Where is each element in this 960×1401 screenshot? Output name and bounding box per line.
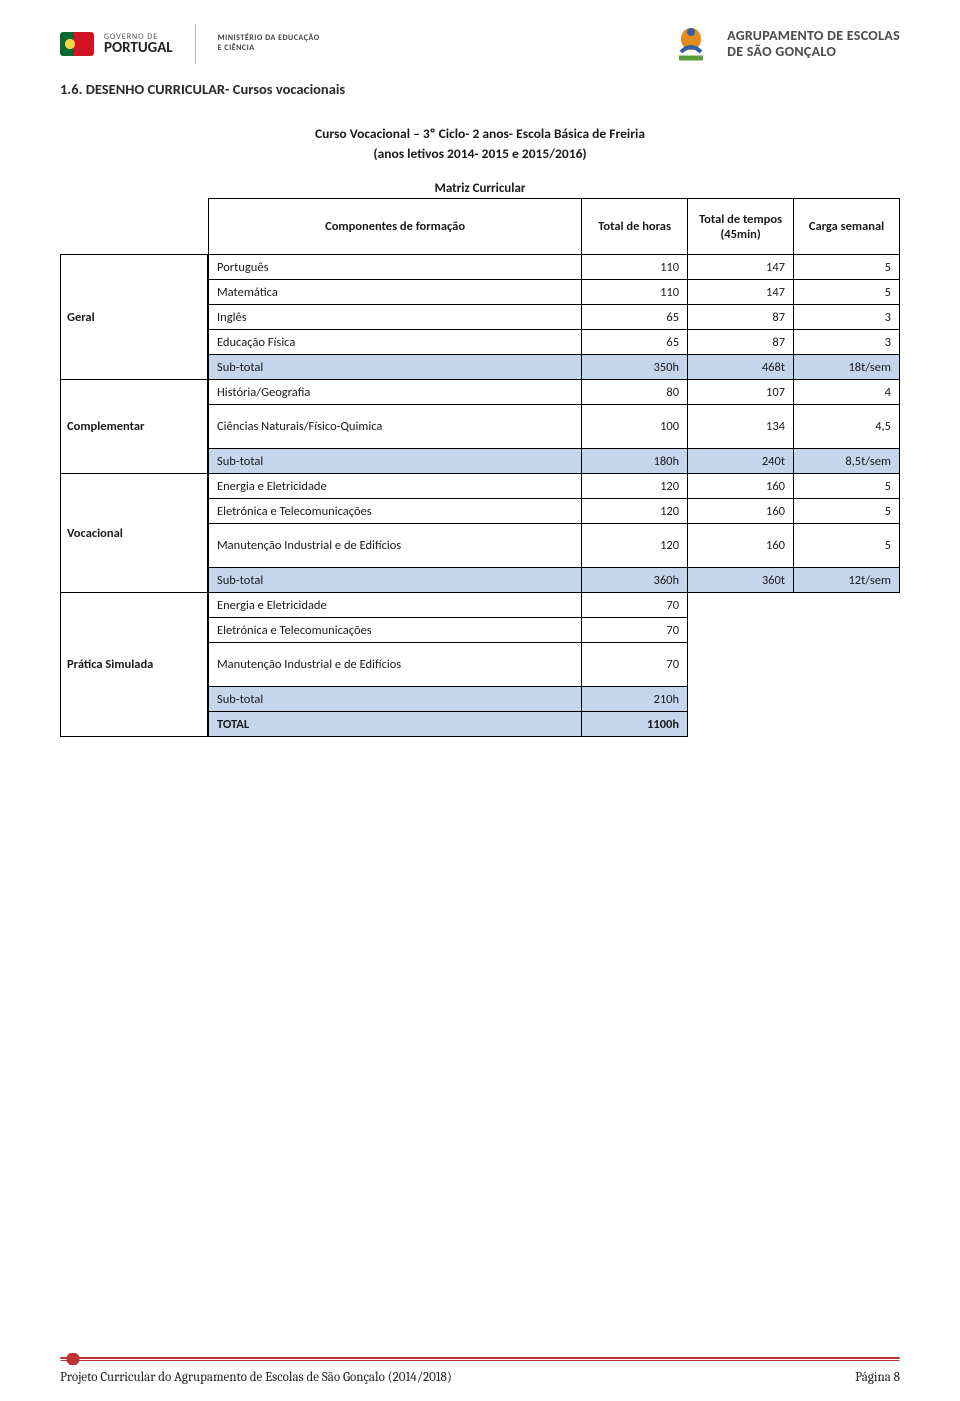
course-title: Curso Vocacional – 3º Ciclo- 2 anos- Esc… (60, 124, 900, 163)
cat-vocacional: Vocacional (61, 474, 208, 593)
cat-geral: Geral (61, 255, 208, 380)
subtotal-row: Sub-total 180h 240t 8,5t/sem (209, 449, 900, 474)
table-row: Manutenção Industrial e de Edifícios 120… (209, 524, 900, 568)
footer-text: Projeto Curricular do Agrupamento de Esc… (60, 1370, 900, 1385)
total-row: TOTAL 1100h (209, 712, 900, 737)
subtotal-row: Sub-total 360h 360t 12t/sem (209, 568, 900, 593)
flag-icon (60, 32, 94, 56)
table-row: Matemática 110 147 5 (209, 280, 900, 305)
tables-wrap: Geral Complementar Vocacional Prática Si… (60, 198, 900, 737)
header-separator (195, 24, 196, 64)
table-row: Energia e Eletricidade 120 160 5 (209, 474, 900, 499)
header-left: GOVERNO DE PORTUGAL MINISTÉRIO DA EDUCAÇ… (60, 24, 320, 64)
main-table: Componentes de formação Total de horas T… (208, 198, 900, 737)
th-carga: Carga semanal (794, 199, 900, 255)
th-horas: Total de horas (582, 199, 688, 255)
table-row: Eletrónica e Telecomunicações 120 160 5 (209, 499, 900, 524)
table-row: Inglês 65 87 3 (209, 305, 900, 330)
table-row: Manutenção Industrial e de Edifícios 70 (209, 643, 900, 687)
th-componentes: Componentes de formação (209, 199, 582, 255)
matrix-heading: Matriz Curricular (60, 181, 900, 196)
category-table: Geral Complementar Vocacional Prática Si… (60, 254, 208, 737)
gov-large: PORTUGAL (104, 41, 173, 56)
table-row: Educação Física 65 87 3 (209, 330, 900, 355)
th-tempos: Total de tempos (45min) (688, 199, 794, 255)
table-row: Português 110 147 5 (209, 255, 900, 280)
table-header-row: Componentes de formação Total de horas T… (209, 199, 900, 255)
table-row: História/Geografia 80 107 4 (209, 380, 900, 405)
course-line1: Curso Vocacional – 3º Ciclo- 2 anos- Esc… (60, 124, 900, 144)
table-row: Eletrónica e Telecomunicações 70 (209, 618, 900, 643)
gov-text: GOVERNO DE PORTUGAL (104, 33, 173, 56)
footer-divider (60, 1357, 900, 1361)
agr-line2: DE SÃO GONÇALO (727, 44, 900, 60)
category-column: Geral Complementar Vocacional Prática Si… (60, 198, 208, 737)
school-logo-icon (669, 22, 713, 66)
ministry-line2: E CIÊNCIA (218, 44, 320, 54)
cat-pratica: Prática Simulada (61, 593, 208, 737)
school-group-text: AGRUPAMENTO DE ESCOLAS DE SÃO GONÇALO (727, 28, 900, 60)
course-line2: (anos letivos 2014- 2015 e 2015/2016) (60, 144, 900, 164)
section-title: 1.6. DESENHO CURRICULAR- Cursos vocacion… (60, 80, 900, 98)
header-right: AGRUPAMENTO DE ESCOLAS DE SÃO GONÇALO (669, 22, 900, 66)
footer-left: Projeto Curricular do Agrupamento de Esc… (60, 1370, 452, 1385)
ministry-text: MINISTÉRIO DA EDUCAÇÃO E CIÊNCIA (218, 34, 320, 53)
subtotal-row: Sub-total 350h 468t 18t/sem (209, 355, 900, 380)
subtotal-row: Sub-total 210h (209, 687, 900, 712)
table-row: Ciências Naturais/Físico-Quimica 100 134… (209, 405, 900, 449)
cat-complementar: Complementar (61, 380, 208, 474)
table-row: Energia e Eletricidade 70 (209, 593, 900, 618)
footer-right: Página 8 (855, 1370, 900, 1385)
page-header: GOVERNO DE PORTUGAL MINISTÉRIO DA EDUCAÇ… (60, 18, 900, 70)
agr-line1: AGRUPAMENTO DE ESCOLAS (727, 28, 900, 44)
